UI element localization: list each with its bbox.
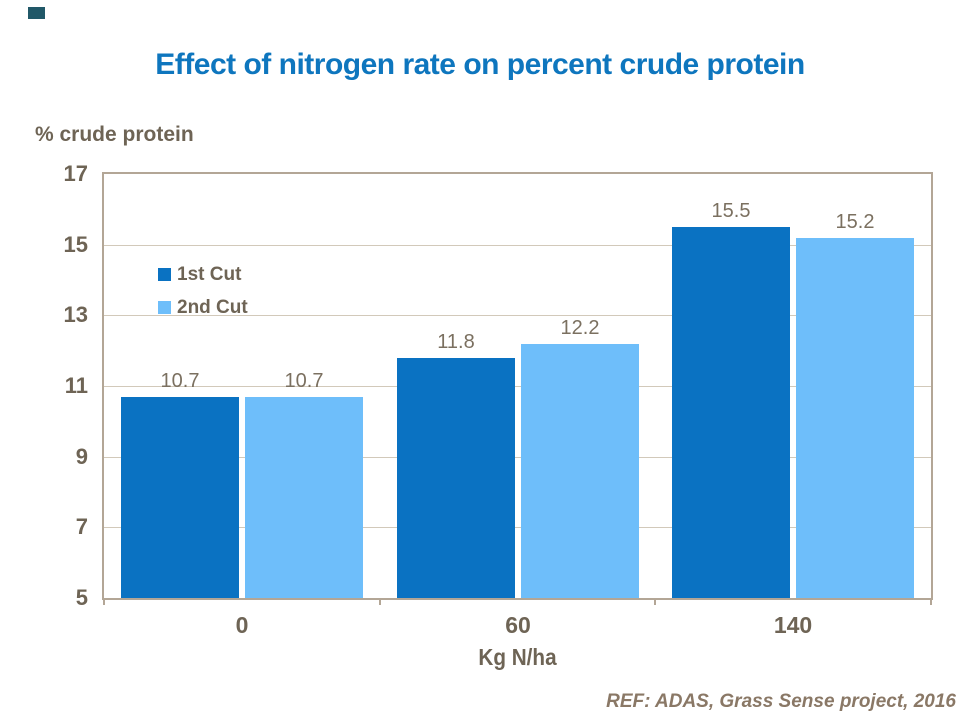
x-axis-title: Kg N/ha: [478, 644, 557, 670]
legend-item: 2nd Cut: [158, 291, 248, 324]
gridline: [104, 527, 931, 528]
value-label: 15.5: [711, 200, 751, 222]
plot-area: 10.7 10.7 0 11.8 12.2 60 15.5 15.2 140: [102, 172, 933, 638]
x-category-label: 60: [505, 612, 531, 638]
y-tick-label: 5: [75, 585, 88, 610]
legend: 1st Cut 2nd Cut: [158, 258, 248, 324]
chart-title: Effect of nitrogen rate on percent crude…: [155, 48, 805, 81]
y-tick-label: 13: [63, 302, 88, 327]
value-label: 12.2: [560, 317, 600, 339]
gridline: [104, 457, 931, 458]
y-axis-title: % crude protein: [35, 123, 194, 146]
bar-1st-cut-60: [397, 358, 515, 598]
y-tick-label: 17: [63, 161, 88, 186]
bar-2nd-cut-60: [521, 344, 639, 598]
gridline: [104, 386, 931, 387]
reference-note: REF: ADAS, Grass Sense project, 2016: [606, 691, 956, 712]
y-tick-label: 15: [63, 232, 88, 257]
x-axis-tick: [379, 598, 381, 605]
x-category-label: 0: [235, 612, 249, 638]
bar-2nd-cut-140: [796, 238, 914, 598]
gridline: [104, 315, 931, 316]
legend-swatch-icon: [158, 301, 171, 314]
y-tick-label: 7: [75, 514, 88, 539]
y-tick-label: 9: [75, 444, 88, 469]
value-label: 10.7: [160, 370, 200, 392]
legend-label: 2nd Cut: [177, 296, 248, 318]
x-axis-tick: [654, 598, 656, 605]
corner-accent: [28, 7, 45, 19]
x-axis-tick: [103, 598, 105, 605]
legend-label: 1st Cut: [177, 263, 242, 285]
bar-1st-cut-140: [672, 227, 790, 598]
value-label: 11.8: [437, 331, 475, 353]
bar-2nd-cut-0: [245, 397, 363, 598]
bar-1st-cut-0: [121, 397, 239, 598]
y-tick-label: 11: [64, 373, 88, 398]
gridline: [104, 245, 931, 246]
x-axis-tick: [930, 598, 932, 605]
value-label: 15.2: [835, 211, 875, 233]
value-label: 10.7: [284, 370, 324, 392]
legend-item: 1st Cut: [158, 258, 248, 291]
x-category-label: 140: [773, 612, 813, 638]
legend-swatch-icon: [158, 268, 171, 281]
